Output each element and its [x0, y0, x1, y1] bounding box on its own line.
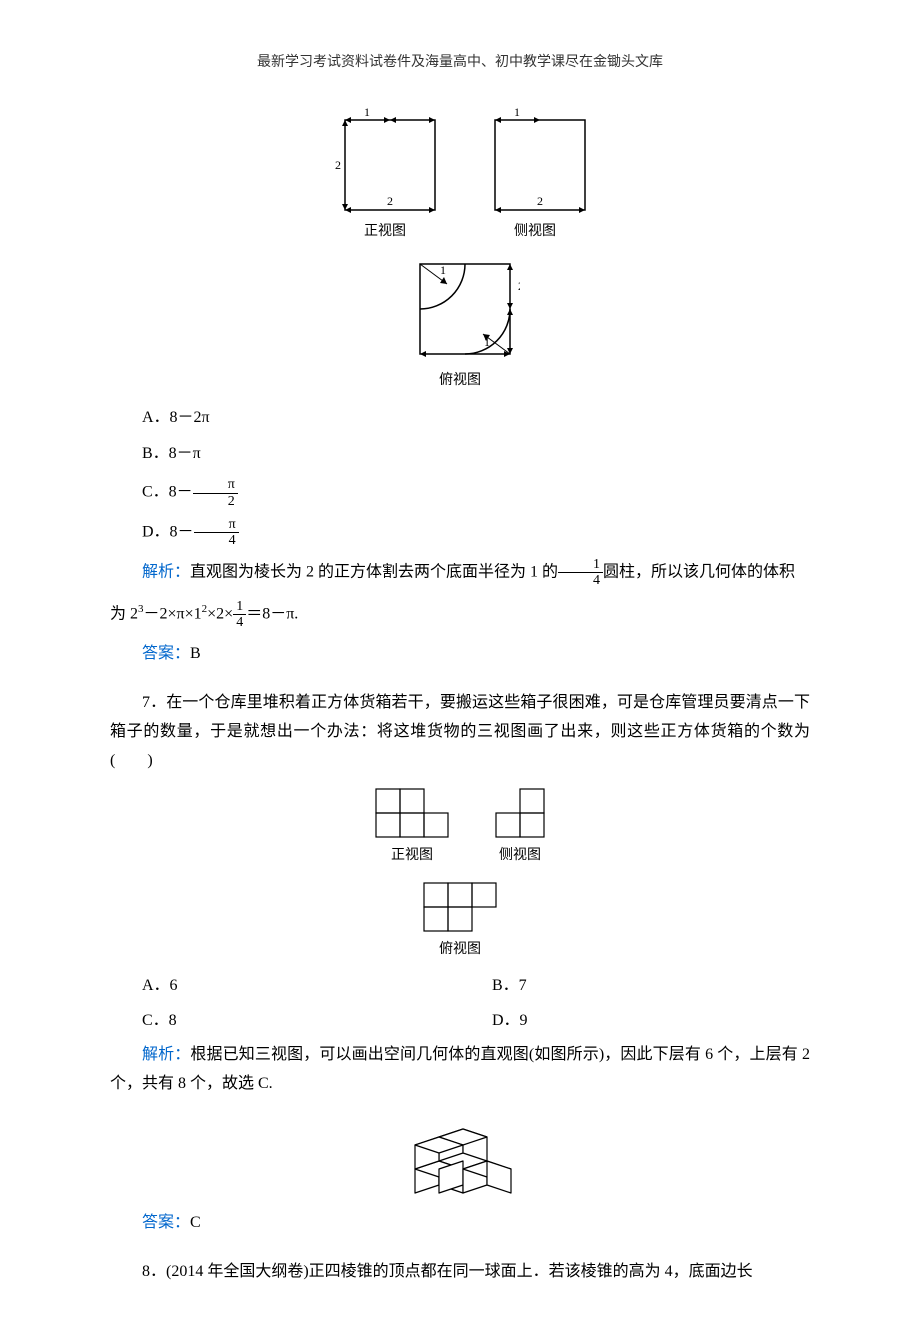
q6-option-d: D．8－π4 — [110, 517, 810, 549]
q7-figures-row2: 俯视图 — [110, 879, 810, 962]
q6-analysis: 解析：直观图为棱长为 2 的正方体割去两个底面半径为 1 的14圆柱，所以该几何… — [110, 557, 810, 589]
svg-text:1: 1 — [514, 105, 520, 119]
q7-opt-a: A．6 — [110, 972, 460, 1001]
q7-options-row1: A．6 B．7 — [110, 972, 810, 1001]
q6-frac1: 14 — [558, 557, 603, 589]
q6-formula-frac: 14 — [233, 599, 246, 631]
q7-side-svg — [492, 785, 548, 839]
side-view-svg: 1 2 — [480, 105, 590, 215]
q6-analysis-1: 直观图为棱长为 2 的正方体割去两个底面半径为 1 的 — [190, 563, 558, 580]
side-label: 侧视图 — [514, 219, 556, 244]
q6-option-b: B．8－π — [110, 440, 810, 469]
q7-top: 俯视图 — [420, 879, 500, 962]
q7-iso-figure — [110, 1109, 810, 1199]
dim-2h: 2 — [387, 194, 393, 208]
q6-analysis-2: 圆柱，所以该几何体的体积 — [603, 563, 795, 580]
q7-analysis-text: 根据已知三视图，可以画出空间几何体的直观图(如图所示)，因此下层有 6 个，上层… — [110, 1046, 810, 1092]
q6d-prefix: D．8－ — [142, 524, 194, 541]
q7-opt-b: B．7 — [460, 972, 810, 1001]
q6-answer: 答案：B — [110, 640, 810, 669]
analysis-label: 解析： — [142, 563, 190, 580]
q7-opt-c: C．8 — [110, 1007, 460, 1036]
dim-1: 1 — [364, 105, 370, 119]
q6-side-view: 1 2 侧视图 — [480, 105, 590, 244]
q6d-frac: π4 — [194, 517, 239, 549]
q6-formula: 为 23－2×π×12×2×14＝8－π. — [110, 599, 810, 631]
q7-top-label: 俯视图 — [439, 937, 481, 962]
q7-top-svg — [420, 879, 500, 933]
dim-2v: 2 — [335, 158, 341, 172]
q6-figures-top-row: 1 2 2 正视图 1 2 侧视图 — [110, 105, 810, 244]
svg-text:1: 1 — [440, 263, 446, 277]
q7-text: 7．在一个仓库里堆积着正方体货箱若干，要搬运这些箱子很困难，可是仓库管理员要清点… — [110, 689, 810, 775]
front-label: 正视图 — [364, 219, 406, 244]
q6-top-view: 1 1 2 俯视图 — [400, 254, 520, 393]
svg-text:2: 2 — [518, 279, 520, 293]
q7-analysis: 解析：根据已知三视图，可以画出空间几何体的直观图(如图所示)，因此下层有 6 个… — [110, 1041, 810, 1099]
q7-front-label: 正视图 — [391, 843, 433, 868]
q7-answer-val: C — [190, 1214, 201, 1231]
q7-analysis-label: 解析： — [142, 1046, 190, 1063]
q7-side: 侧视图 — [492, 785, 548, 868]
q6-option-a: A．8－2π — [110, 404, 810, 433]
answer-label: 答案： — [142, 645, 190, 662]
top-label: 俯视图 — [439, 368, 481, 393]
front-view-svg: 1 2 2 — [330, 105, 440, 215]
q7-opt-d: D．9 — [460, 1007, 810, 1036]
q7-figures-row1: 正视图 侧视图 — [110, 785, 810, 868]
q6c-frac: π2 — [193, 477, 238, 509]
q7-front-svg — [372, 785, 452, 839]
q6-answer-val: B — [190, 645, 201, 662]
svg-text:1: 1 — [484, 335, 490, 349]
q7-answer-label: 答案： — [142, 1214, 190, 1231]
q7-iso-svg — [395, 1109, 525, 1199]
svg-text:2: 2 — [537, 194, 543, 208]
q6c-prefix: C．8－ — [142, 484, 193, 501]
q7-front: 正视图 — [372, 785, 452, 868]
q6-figures-bottom-row: 1 1 2 俯视图 — [110, 254, 810, 393]
q7-answer: 答案：C — [110, 1209, 810, 1238]
page-header: 最新学习考试资料试卷件及海量高中、初中教学课尽在金锄头文库 — [110, 50, 810, 75]
top-view-svg: 1 1 2 — [400, 254, 520, 364]
q7-side-label: 侧视图 — [499, 843, 541, 868]
q7-options-row2: C．8 D．9 — [110, 1007, 810, 1036]
q8-text: 8．(2014 年全国大纲卷)正四棱锥的顶点都在同一球面上．若该棱锥的高为 4，… — [110, 1258, 810, 1287]
q6-option-c: C．8－π2 — [110, 477, 810, 509]
q6-front-view: 1 2 2 正视图 — [330, 105, 440, 244]
